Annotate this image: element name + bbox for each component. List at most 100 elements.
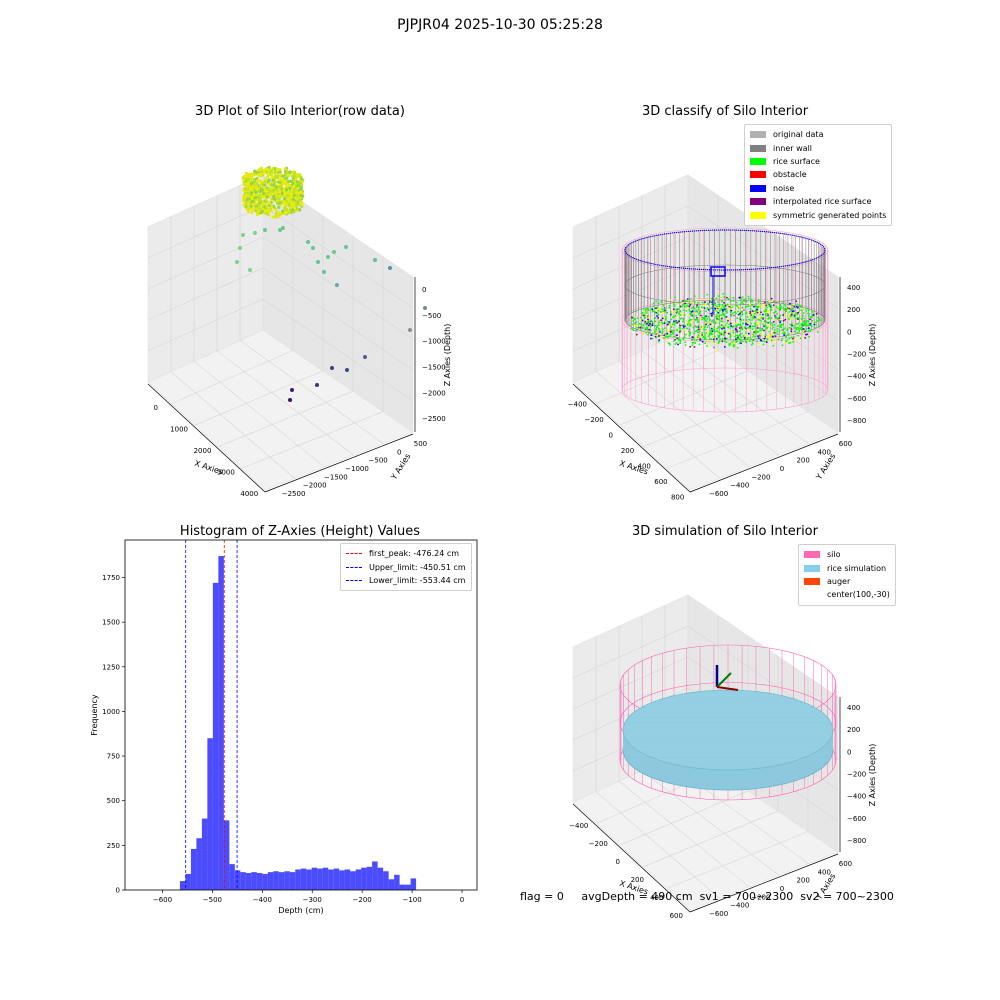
- histogram-bar: [361, 867, 367, 890]
- raw-data-point: [260, 209, 264, 214]
- classified-point: [785, 309, 787, 311]
- grid-line: [218, 390, 354, 448]
- classified-point: [710, 297, 713, 300]
- x-axis-line: [572, 383, 691, 493]
- classified-point: [644, 317, 647, 319]
- classified-point: [723, 301, 725, 304]
- x-axis-label: X Axies: [618, 459, 649, 477]
- classified-point: [716, 327, 719, 330]
- classified-point: [785, 316, 788, 319]
- raw-data-point: [284, 188, 289, 192]
- sv1-text: sv1 = 700~2300: [699, 890, 794, 903]
- raw-data-point: [277, 201, 281, 205]
- classified-point: [703, 328, 706, 330]
- classified-point: [677, 312, 680, 315]
- grid-line: [618, 360, 750, 468]
- x-tick-label: −400: [568, 401, 587, 409]
- histogram-bar: [300, 868, 307, 890]
- classified-point: [794, 337, 797, 340]
- classified-point: [809, 330, 811, 333]
- raw-data-point: [257, 172, 261, 176]
- raw-data-point: [251, 199, 255, 203]
- raw-data-point: [253, 196, 258, 200]
- classified-point: [731, 333, 734, 336]
- classified-point: [721, 337, 724, 340]
- classified-point: [725, 315, 728, 318]
- raw-data-point: [260, 180, 264, 184]
- classified-point: [689, 331, 692, 334]
- classified-point: [745, 319, 748, 321]
- raw-data-point: [258, 197, 262, 201]
- y-axis-line: [689, 853, 839, 913]
- classified-point: [715, 330, 718, 332]
- classified-point: [805, 321, 808, 324]
- raw-data-point: [250, 181, 254, 185]
- raw-data-point: [251, 207, 255, 211]
- raw-data-point: [242, 188, 246, 192]
- histogram-bar: [229, 864, 235, 890]
- classified-point: [757, 330, 760, 333]
- x-tick-label: 200: [631, 876, 644, 884]
- classified-point: [682, 338, 685, 341]
- classified-point: [724, 324, 727, 327]
- classified-point: [750, 322, 753, 325]
- histogram-bar: [405, 884, 411, 890]
- classified-point: [673, 323, 676, 326]
- raw-data-point: [250, 196, 254, 201]
- classified-point: [781, 329, 784, 332]
- legend-swatch: [804, 577, 820, 585]
- raw-data-point: [267, 187, 271, 191]
- histogram-bar: [317, 868, 323, 890]
- classified-point: [765, 304, 768, 307]
- classified-point: [717, 342, 720, 345]
- classified-point: [764, 324, 766, 327]
- classified-point: [631, 323, 633, 326]
- raw-data-point: [265, 212, 269, 216]
- classified-point: [741, 323, 744, 325]
- classified-point: [744, 329, 747, 331]
- grid-line: [170, 371, 295, 479]
- classified-point: [694, 325, 697, 328]
- classified-point: [727, 326, 730, 329]
- classified-point: [659, 333, 662, 336]
- classified-point: [753, 305, 755, 308]
- y-tick-label: −2500: [282, 490, 306, 498]
- classified-point: [792, 337, 794, 340]
- classified-point: [780, 326, 783, 329]
- classified-point: [746, 323, 749, 326]
- classified-point: [754, 330, 757, 333]
- classified-point: [749, 337, 752, 339]
- x-tick-label: 2000: [194, 447, 212, 455]
- raw-data-point: [270, 192, 274, 196]
- classified-point: [697, 320, 700, 323]
- classified-point: [774, 310, 777, 313]
- classified-point: [679, 340, 682, 343]
- classified-point: [767, 333, 770, 336]
- raw-data-point: [247, 191, 251, 196]
- classified-point: [661, 328, 664, 331]
- classified-point: [677, 339, 680, 342]
- classified-point: [765, 326, 767, 329]
- classified-point: [670, 313, 673, 315]
- classified-point: [644, 322, 646, 324]
- classified-point: [797, 322, 800, 325]
- classified-point: [712, 338, 715, 341]
- classified-point: [740, 339, 742, 342]
- classified-point: [756, 340, 758, 343]
- raw-data-point: [274, 191, 278, 195]
- classified-point: [745, 300, 748, 303]
- classified-point: [791, 324, 793, 327]
- classified-point: [799, 337, 802, 340]
- classified-point: [800, 323, 803, 326]
- classified-point: [703, 318, 706, 320]
- x-tick-label: −500: [203, 896, 222, 904]
- classified-point: [758, 319, 761, 321]
- classified-point: [718, 331, 721, 334]
- center-axis-y: [716, 672, 732, 688]
- classified-point: [678, 301, 681, 303]
- histogram-bar: [366, 866, 373, 890]
- histogram-bar: [311, 867, 318, 890]
- classified-point: [788, 313, 791, 316]
- raw-data-point: [299, 190, 303, 195]
- classified-point: [729, 329, 732, 332]
